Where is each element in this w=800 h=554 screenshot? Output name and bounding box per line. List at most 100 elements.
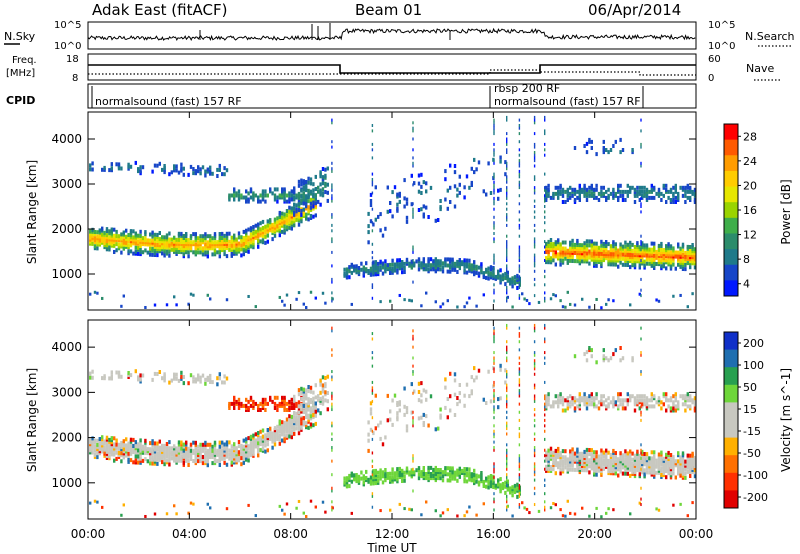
velocity-cell: [506, 467, 508, 471]
power-cell: [189, 292, 193, 296]
velocity-cell: [134, 454, 137, 459]
power-cell: [369, 203, 373, 207]
velocity-cell: [677, 400, 680, 405]
velocity-cell: [636, 398, 639, 403]
power-cell: [545, 198, 548, 202]
power-cell: [305, 216, 308, 221]
velocity-cell: [302, 399, 305, 404]
power-cell: [257, 228, 260, 233]
power-cell: [297, 196, 301, 200]
velocity-cell: [389, 508, 392, 512]
power-cell: [571, 189, 574, 194]
velocity-cell: [453, 378, 457, 383]
power-cell: [547, 193, 550, 198]
power-cell: [230, 239, 233, 244]
velocity-cell: [91, 436, 94, 441]
velocity-cell: [504, 368, 507, 373]
velocity-cell: [127, 445, 130, 450]
velocity-cell: [163, 446, 166, 450]
power-cell: [446, 263, 449, 268]
power-cell: [518, 277, 521, 281]
velocity-cell: [597, 466, 601, 471]
colorbar-tick-label: 24: [743, 155, 757, 168]
power-cell: [518, 269, 521, 273]
power-cell: [544, 188, 546, 192]
velocity-cell: [297, 416, 301, 421]
power-cell: [129, 164, 133, 169]
velocity-cell: [371, 389, 374, 393]
velocity-cell: [629, 398, 632, 403]
velocity-cell: [163, 378, 166, 383]
power-cell: [331, 140, 333, 144]
velocity-cell: [206, 448, 209, 453]
power-cell: [595, 245, 598, 250]
power-cell: [185, 238, 188, 243]
velocity-cell: [573, 398, 577, 403]
power-cell: [493, 256, 495, 260]
power-cell: [417, 267, 421, 272]
power-cell: [412, 259, 414, 262]
power-cell: [326, 182, 329, 187]
power-cell: [300, 215, 303, 220]
power-cell: [252, 193, 255, 198]
velocity-cell: [362, 474, 365, 479]
velocity-cell: [547, 458, 550, 463]
velocity-cell: [168, 452, 171, 457]
velocity-cell: [365, 478, 368, 483]
power-cell: [391, 214, 394, 219]
velocity-cell: [331, 432, 333, 436]
power-cell: [374, 270, 377, 275]
power-cell: [187, 242, 190, 247]
velocity-cell: [686, 398, 689, 403]
power-cell: [345, 271, 349, 276]
velocity-cell: [684, 475, 687, 480]
power-cell: [449, 163, 452, 168]
power-cell: [204, 169, 207, 174]
velocity-cell: [197, 377, 200, 382]
power-cell: [609, 148, 613, 152]
power-cell: [614, 250, 617, 255]
power-cell: [561, 246, 565, 251]
velocity-cell: [564, 449, 567, 454]
velocity-cell: [153, 457, 157, 462]
power-cell: [612, 193, 615, 198]
velocity-cell: [470, 472, 473, 477]
velocity-cell: [612, 453, 615, 457]
power-cell: [312, 204, 315, 209]
power-cell: [151, 169, 154, 174]
power-cell: [626, 250, 629, 255]
velocity-cell: [653, 404, 656, 409]
velocity-cell: [612, 398, 615, 403]
power-cell: [619, 150, 622, 155]
power-cell: [672, 258, 675, 263]
velocity-cell: [101, 449, 104, 454]
velocity-cell: [487, 485, 490, 490]
velocity-cell: [367, 432, 370, 437]
power-cell: [412, 213, 414, 217]
power-cell: [557, 252, 560, 257]
velocity-cell: [629, 459, 632, 464]
velocity-cell: [194, 377, 197, 382]
velocity-cell: [108, 444, 111, 448]
power-cell: [283, 193, 286, 198]
velocity-cell: [667, 457, 670, 461]
velocity-cell: [360, 470, 363, 475]
velocity-cell: [371, 451, 374, 455]
velocity-cell: [153, 451, 157, 456]
velocity-cell: [493, 440, 495, 444]
power-cell: [245, 240, 248, 245]
velocity-cell: [420, 393, 423, 398]
power-cell: [446, 188, 449, 193]
velocity-cell: [393, 471, 397, 476]
power-cell: [381, 261, 385, 266]
velocity-cell: [312, 408, 315, 413]
power-cell: [108, 241, 111, 246]
nsearch-tick-bottom: 10^0: [708, 41, 735, 52]
velocity-cell: [259, 442, 262, 446]
power-cell: [533, 264, 536, 268]
velocity-cell: [343, 480, 346, 485]
velocity-cell: [681, 461, 685, 466]
velocity-cell: [283, 433, 286, 438]
freq-trace: [88, 64, 696, 74]
power-cell: [158, 237, 161, 242]
